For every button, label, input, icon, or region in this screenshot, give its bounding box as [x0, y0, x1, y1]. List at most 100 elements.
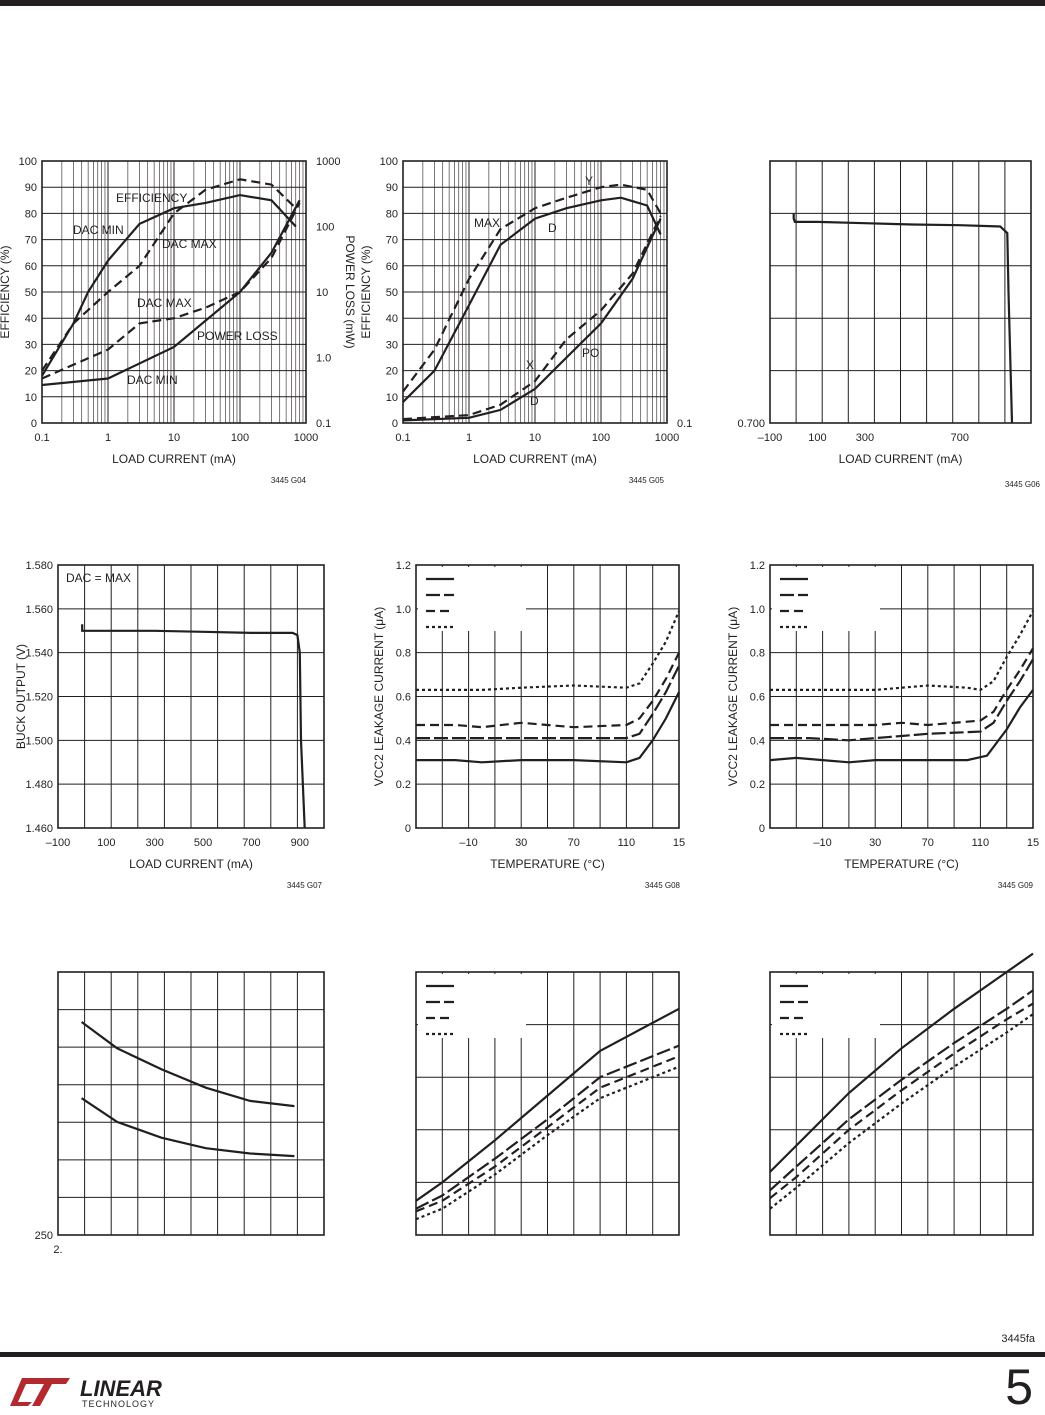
y-tick-label: 0 — [31, 418, 37, 430]
x-tick-label: 15 — [1027, 837, 1039, 849]
document-id: 3445fa — [1001, 1333, 1035, 1345]
plot-frame — [415, 564, 680, 829]
y-tick-label: 1.580 — [25, 560, 53, 572]
chart-vcc2-leakage-2: 0 0.2 0.4 0.6 0.8 1.0 1.2 –10 30 70 110 15 TEMPERATU… — [726, 560, 1039, 890]
y-tick-label: 1.540 — [25, 648, 53, 660]
chart-load-regulation-1: 0.700 –100 100 300 700 LOAD CURRENT (mA) 3445 … — [737, 160, 1041, 489]
figure-code: 3445 G05 — [629, 476, 665, 485]
y-tick-label: 1.0 — [750, 604, 765, 616]
x-tick-label: 1 — [466, 432, 472, 444]
x-tick-label: 900 — [291, 837, 309, 849]
y-tick-label: 0.8 — [750, 648, 765, 660]
figure-code: 3445 G08 — [645, 881, 681, 890]
x-tick-label: 110 — [972, 837, 990, 849]
series-line-1 — [792, 213, 1014, 424]
x-tick-label: 0.1 — [395, 432, 410, 444]
x-tick-label: 100 — [592, 432, 610, 444]
chart-bottom-middle — [415, 971, 680, 1236]
series-line-3 — [770, 647, 1034, 727]
annotation-label: D — [530, 394, 539, 408]
series-line-4 — [415, 1065, 680, 1221]
chart-efficiency-power-loss: 0 10 20 30 40 50 60 70 80 90 100 0.1 1.0 10 100 1000 0.1… — [0, 156, 357, 485]
y-tick-label: 60 — [386, 261, 398, 273]
annotation-label: Y — [585, 174, 593, 188]
figure-code: 3445 G04 — [271, 476, 307, 485]
top-rule — [0, 0, 1045, 6]
series-line-2 — [416, 665, 680, 740]
x-tick-label: 30 — [515, 837, 527, 849]
y-tick-label: 30 — [386, 339, 398, 351]
y-axis-label: VCC2 LEAKAGE CURRENT (μA) — [726, 607, 740, 786]
x-tick-label: 0.1 — [34, 432, 49, 444]
y-tick-label: 70 — [25, 235, 37, 247]
series-line-4 — [416, 610, 681, 691]
y-tick-label: 250 — [35, 1230, 53, 1242]
chart-buck-output: 1.460 1.480 1.500 1.520 1.540 1.560 1.580 –100 1… — [14, 560, 325, 890]
series-line-3 — [41, 199, 301, 387]
y-tick-label: 60 — [25, 261, 37, 273]
series-line-1 — [81, 624, 306, 829]
y-tick-label: 30 — [25, 339, 37, 351]
x-tick-label: 110 — [618, 837, 636, 849]
legend-box — [772, 567, 880, 631]
y-tick-label: 1.520 — [25, 692, 53, 704]
chart-efficiency-2: 0 10 20 30 40 50 60 70 80 90 100 0.1 0.1 1 10 100 1000 LO… — [359, 156, 692, 485]
y-tick-label: 0.6 — [396, 692, 411, 704]
annotation-label: PO — [582, 346, 599, 360]
annotation-label: DAC MAX — [162, 237, 217, 251]
plot-frame — [402, 160, 668, 424]
figure-code: 3445 G06 — [1005, 480, 1041, 489]
y-right-tick-label: 100 — [316, 222, 334, 234]
y-tick-label: 1.500 — [25, 735, 53, 747]
y-tick-label: 1.460 — [25, 823, 53, 835]
y-right-tick-label: 1.0 — [316, 353, 331, 365]
plot-frame — [769, 160, 1032, 424]
y-tick-label: 1.0 — [396, 604, 411, 616]
x-tick-label: 100 — [97, 837, 115, 849]
series-line-4 — [41, 202, 301, 380]
y-right-tick-label: 1000 — [316, 156, 340, 168]
x-axis-label: LOAD CURRENT (mA) — [839, 452, 963, 466]
plot-frame — [57, 971, 325, 1236]
y-tick-label: 0 — [759, 823, 765, 835]
x-tick-label: 70 — [922, 837, 934, 849]
annotation-label: MAX — [474, 216, 500, 230]
y-tick-label: 20 — [386, 366, 398, 378]
y-tick-label: 0.4 — [750, 735, 765, 747]
y-tick-label: 100 — [380, 156, 398, 168]
series-line-1 — [415, 1007, 680, 1202]
figure-code: 3445 G09 — [998, 881, 1034, 890]
y-tick-label: 0.700 — [737, 418, 765, 430]
x-tick-label: –100 — [46, 837, 70, 849]
series-line-3 — [402, 218, 662, 422]
annotation-label: X — [526, 358, 534, 372]
y-axis-label: BUCK OUTPUT (V) — [14, 644, 28, 749]
series-line-2 — [415, 1044, 680, 1210]
x-tick-label: 10 — [529, 432, 541, 444]
x-tick-label: 700 — [242, 837, 260, 849]
x-tick-label: 300 — [146, 837, 164, 849]
y-right-tick-label: 10 — [316, 287, 328, 299]
y-tick-label: 80 — [25, 208, 37, 220]
y-tick-label: 0 — [392, 418, 398, 430]
bottom-rule — [0, 1352, 1045, 1357]
logo-mark-icon — [10, 1378, 70, 1406]
x-tick-label: –100 — [758, 432, 782, 444]
series-line-4 — [402, 215, 662, 421]
y-tick-label: 100 — [19, 156, 37, 168]
y-tick-label: 0.4 — [396, 735, 411, 747]
x-tick-label: 1 — [105, 432, 111, 444]
y-tick-label: 90 — [386, 182, 398, 194]
annotation-label: D — [548, 221, 557, 235]
x-tick-label: 100 — [808, 432, 826, 444]
y-axis-label: VCC2 LEAKAGE CURRENT (μA) — [372, 607, 386, 786]
y-tick-label: 20 — [25, 366, 37, 378]
y-right-tick-label: 0.1 — [316, 418, 331, 430]
y-tick-label: 40 — [386, 313, 398, 325]
y-axis-label: EFFICIENCY (%) — [359, 245, 373, 338]
chart-vcc2-leakage-1: 0 0.2 0.4 0.6 0.8 1.0 1.2 –10 30 70 110 15 TEMPERATU… — [372, 560, 685, 890]
plot-frame — [769, 564, 1034, 829]
series-line-1 — [416, 691, 680, 764]
page-number: 5 — [1005, 1359, 1033, 1415]
annotation-label: DAC MAX — [137, 296, 192, 310]
